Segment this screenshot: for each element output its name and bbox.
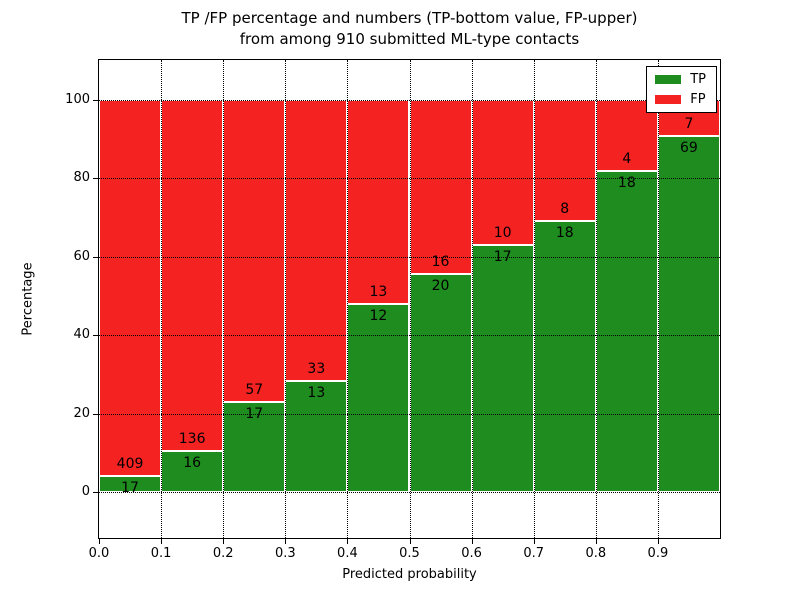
bar-segment-tp bbox=[223, 401, 286, 492]
legend-row-fp: FP bbox=[655, 93, 706, 106]
plot-area: TP FP 409 17 136 16 57 17 33 13 13 12 16 20 10 17 8 18 4… bbox=[98, 59, 721, 539]
y-tick-label: 40 bbox=[73, 327, 90, 343]
bar-segment-fp bbox=[347, 100, 410, 304]
y-tick-label: 60 bbox=[73, 248, 90, 264]
x-tick-label: 0.2 bbox=[212, 546, 234, 561]
h-gridline bbox=[99, 100, 720, 101]
bar-segment-tp bbox=[471, 245, 534, 492]
bar-label-fp: 10 bbox=[493, 225, 512, 242]
bar-label-fp: 13 bbox=[369, 283, 388, 300]
y-tick-label: 0 bbox=[81, 484, 90, 499]
v-gridline bbox=[285, 60, 287, 538]
y-tick bbox=[93, 492, 98, 493]
x-tick-label: 0.8 bbox=[585, 546, 607, 561]
v-gridline bbox=[409, 60, 411, 538]
x-tick bbox=[595, 539, 597, 544]
x-tick-label: 0.5 bbox=[399, 546, 420, 561]
bar-label-tp: 17 bbox=[121, 480, 139, 497]
bar-label-fp: 7 bbox=[684, 116, 694, 133]
bar-label-fp: 4 bbox=[622, 151, 632, 168]
chart-title: TP /FP percentage and numbers (TP-bottom… bbox=[99, 8, 720, 50]
x-tick bbox=[161, 539, 163, 544]
v-gridline bbox=[223, 60, 225, 538]
v-gridline bbox=[471, 60, 473, 538]
bar-segment-tp bbox=[285, 381, 348, 492]
v-gridline bbox=[347, 60, 349, 538]
bar-label-tp: 17 bbox=[493, 249, 512, 266]
legend-row-tp: TP bbox=[655, 73, 706, 86]
bar-segment-tp bbox=[533, 220, 596, 492]
bar-segment-tp bbox=[657, 136, 720, 492]
x-tick-label: 0.3 bbox=[274, 546, 296, 561]
x-axis-label: Predicted probability bbox=[342, 567, 477, 582]
bar-segment-fp bbox=[409, 100, 472, 275]
v-gridline bbox=[533, 60, 535, 538]
y-axis-label: Percentage bbox=[20, 262, 36, 336]
legend: TP FP bbox=[646, 66, 717, 113]
bar-segment-fp bbox=[99, 100, 162, 477]
x-tick-label: 0.9 bbox=[647, 546, 669, 561]
v-gridline bbox=[657, 60, 659, 538]
v-gridline bbox=[161, 60, 163, 538]
bar-segment-tp bbox=[595, 171, 658, 492]
x-tick bbox=[471, 539, 473, 544]
h-gridline bbox=[99, 335, 720, 337]
fp-legend-swatch bbox=[655, 95, 682, 104]
x-tick-label: 0.1 bbox=[150, 546, 172, 561]
bar-label-tp: 16 bbox=[183, 454, 202, 471]
x-tick bbox=[223, 539, 225, 544]
bar-label-fp: 57 bbox=[245, 381, 264, 398]
h-gridline bbox=[99, 256, 720, 258]
bar-label-tp: 20 bbox=[431, 278, 450, 295]
bar-label-tp: 13 bbox=[307, 385, 326, 402]
x-tick-label: 0.0 bbox=[88, 546, 110, 561]
x-tick bbox=[347, 539, 349, 544]
bar-label-fp: 8 bbox=[560, 200, 570, 217]
bar-label-tp: 69 bbox=[680, 140, 698, 157]
bar-segment-tp bbox=[161, 450, 224, 492]
bar-segment-fp bbox=[285, 100, 348, 382]
bar-segment-tp bbox=[99, 476, 162, 492]
x-tick-label: 0.7 bbox=[523, 546, 545, 561]
h-gridline bbox=[99, 413, 720, 415]
y-tick-label: 20 bbox=[73, 405, 90, 421]
x-tick bbox=[409, 539, 411, 544]
y-tick-label: 100 bbox=[65, 92, 90, 107]
bar-segment-tp bbox=[409, 274, 472, 492]
bar-label-tp: 17 bbox=[245, 405, 264, 422]
bar-label-tp: 18 bbox=[617, 175, 636, 192]
v-gridline bbox=[595, 60, 597, 538]
chart-title-line2: from among 910 submitted ML-type contact… bbox=[239, 30, 580, 48]
x-tick bbox=[285, 539, 287, 544]
x-tick bbox=[99, 539, 100, 544]
chart-title-line1: TP /FP percentage and numbers (TP-bottom… bbox=[181, 9, 638, 27]
bar-label-fp: 136 bbox=[178, 430, 206, 447]
y-tick bbox=[93, 256, 98, 258]
x-tick bbox=[533, 539, 535, 544]
bar-segment-tp bbox=[347, 303, 410, 492]
h-gridline bbox=[99, 492, 720, 493]
x-tick-label: 0.4 bbox=[337, 546, 358, 561]
y-tick-label: 80 bbox=[73, 170, 90, 186]
h-gridline bbox=[99, 178, 720, 180]
y-tick bbox=[93, 100, 98, 101]
y-tick bbox=[93, 335, 98, 337]
bar-label-tp: 18 bbox=[555, 224, 574, 241]
fp-legend-label: FP bbox=[690, 92, 706, 107]
y-tick bbox=[93, 178, 98, 180]
bar-label-fp: 33 bbox=[307, 361, 326, 378]
bar-segment-fp bbox=[161, 100, 224, 451]
y-tick bbox=[93, 413, 98, 415]
tp-legend-swatch bbox=[655, 75, 682, 84]
bar-label-tp: 12 bbox=[369, 307, 388, 324]
x-tick bbox=[657, 539, 659, 544]
tp-legend-label: TP bbox=[690, 72, 706, 87]
x-tick-label: 0.6 bbox=[461, 546, 482, 561]
bar-label-fp: 409 bbox=[116, 456, 144, 473]
bar-label-fp: 16 bbox=[431, 254, 450, 271]
bar-segment-fp bbox=[223, 100, 286, 402]
